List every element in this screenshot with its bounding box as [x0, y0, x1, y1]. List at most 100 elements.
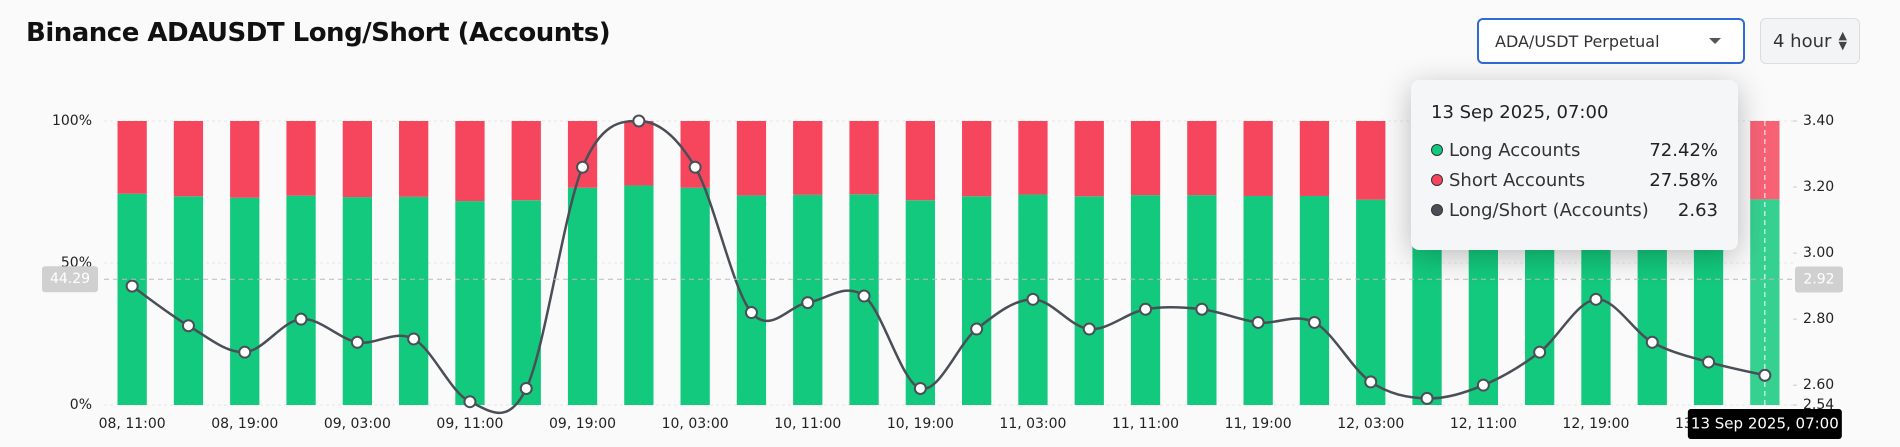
bar-segment: [962, 196, 992, 405]
chart-title: Binance ADAUSDT Long/Short (Accounts): [26, 18, 611, 48]
ratio-point: [857, 289, 871, 303]
bar-segment: [1074, 121, 1104, 197]
ratio-point: [519, 381, 533, 395]
caret: [1709, 38, 1721, 44]
bar-segment: [567, 121, 598, 188]
crosshair-y2-box: [1795, 266, 1843, 293]
ratio-point: [1589, 292, 1603, 306]
bar-segment: [1187, 121, 1217, 196]
crosshair-x-label: 13 Sep 2025, 07:00: [1691, 415, 1839, 433]
ratio-point: [688, 160, 702, 174]
bar-segment: [117, 121, 147, 194]
bar-segment: [286, 195, 316, 405]
x-tick-label: 08, 11:00: [99, 416, 166, 432]
ratio-point: [1420, 391, 1434, 405]
bar-segment: [399, 121, 429, 197]
ratio-point: [1645, 335, 1659, 349]
x-tick-label: 09, 19:00: [549, 416, 616, 432]
y2-tick-label: 3.00: [1803, 245, 1834, 261]
symbol-select[interactable]: ADA/USDT Perpetual: [1477, 18, 1745, 64]
bar-segment: [230, 121, 260, 198]
bar-segment: [1299, 195, 1330, 405]
y2-tick-label: 3.40: [1803, 113, 1834, 129]
bar-segment: [962, 121, 992, 197]
bar-segment: [680, 121, 710, 188]
x-tick-label: 11, 11:00: [1112, 416, 1179, 432]
ratio-point: [576, 160, 590, 174]
legend-dot: [1431, 204, 1443, 216]
interval-select[interactable]: 4 hour ▲ ▼: [1760, 18, 1860, 64]
ratio-point: [970, 322, 984, 336]
legend-label: Long Accounts: [1449, 139, 1581, 161]
bar-segment: [905, 200, 935, 405]
tooltip-value: 72.42%: [1649, 139, 1718, 161]
bar-segment: [1356, 199, 1386, 405]
tooltip-value: 27.58%: [1649, 169, 1718, 191]
legend-label: Long/Short (Accounts): [1449, 199, 1649, 221]
x-tick-label: 08, 19:00: [211, 416, 278, 432]
y2-tick-label: 3.20: [1803, 179, 1834, 195]
ratio-point: [632, 114, 646, 128]
ratio-point: [350, 335, 364, 349]
crosshair-y2-label: 2.92: [1803, 272, 1834, 288]
ratio-point: [181, 319, 195, 333]
bar-segment: [173, 196, 204, 405]
ratio-point: [238, 345, 252, 359]
crosshair-y-label: 44.29: [50, 271, 90, 287]
y2-tick-label: 2.80: [1803, 311, 1834, 327]
tooltip-row: Long Accounts 72.42%: [1431, 135, 1718, 165]
bar-segment: [230, 197, 260, 405]
ratio-point: [913, 381, 927, 395]
tooltip: 13 Sep 2025, 07:00 Long Accounts 72.42% Sh…: [1411, 80, 1738, 250]
bar-segment: [399, 196, 429, 405]
bar-segment: [455, 121, 485, 202]
bar-segment: [736, 121, 767, 196]
x-tick-label: 12, 19:00: [1562, 416, 1629, 432]
bar-segment: [736, 195, 767, 405]
bar-segment: [624, 121, 654, 186]
symbol-label: ADA/USDT Perpetual: [1495, 31, 1660, 51]
x-tick-label: 10, 03:00: [662, 416, 729, 432]
bar-segment: [567, 187, 598, 405]
bar-segment: [1356, 121, 1386, 200]
ratio-point: [1082, 322, 1096, 336]
bar-segment: [849, 121, 879, 195]
ratio-point: [744, 306, 758, 320]
bar-segment: [1018, 121, 1048, 195]
ratio-point: [1307, 315, 1321, 329]
bar-segment: [1130, 195, 1161, 405]
bar-segment: [624, 185, 654, 405]
tooltip-value: 2.63: [1677, 199, 1718, 221]
bar-segment: [1243, 121, 1273, 196]
y2-tick-label: 2.60: [1803, 377, 1834, 393]
ratio-point: [1251, 315, 1265, 329]
bar-segment: [1074, 196, 1104, 405]
y-tick-label: 100%: [52, 113, 92, 129]
tooltip-row: Long/Short (Accounts) 2.63: [1431, 195, 1718, 225]
bar-segment: [1299, 121, 1330, 196]
bar-segment: [342, 197, 372, 405]
bar-segment: [286, 121, 316, 196]
legend-dot: [1431, 174, 1443, 186]
ratio-point: [1026, 292, 1040, 306]
ratio-point: [801, 296, 815, 310]
crosshair-y-box: [42, 266, 98, 293]
crosshair-x-box: [1687, 409, 1842, 439]
arrows: ▲ ▼: [1838, 29, 1847, 52]
legend-label: Short Accounts: [1449, 169, 1586, 191]
bar-segment: [1130, 121, 1161, 196]
ratio-point: [1195, 302, 1209, 316]
ratio-point: [294, 312, 308, 326]
bar-segment: [793, 121, 823, 195]
ratio-point: [1476, 378, 1490, 392]
x-tick-label: 12, 11:00: [1450, 416, 1517, 432]
y-tick-label: 0%: [70, 397, 92, 413]
bar-segment: [680, 187, 710, 405]
x-tick-label: 10, 19:00: [887, 416, 954, 432]
x-tick-label: 09, 03:00: [324, 416, 391, 432]
ratio-point: [125, 279, 139, 293]
x-tick-label: 11, 03:00: [999, 416, 1066, 432]
x-tick-label: 10, 11:00: [774, 416, 841, 432]
bar-segment: [455, 201, 485, 405]
